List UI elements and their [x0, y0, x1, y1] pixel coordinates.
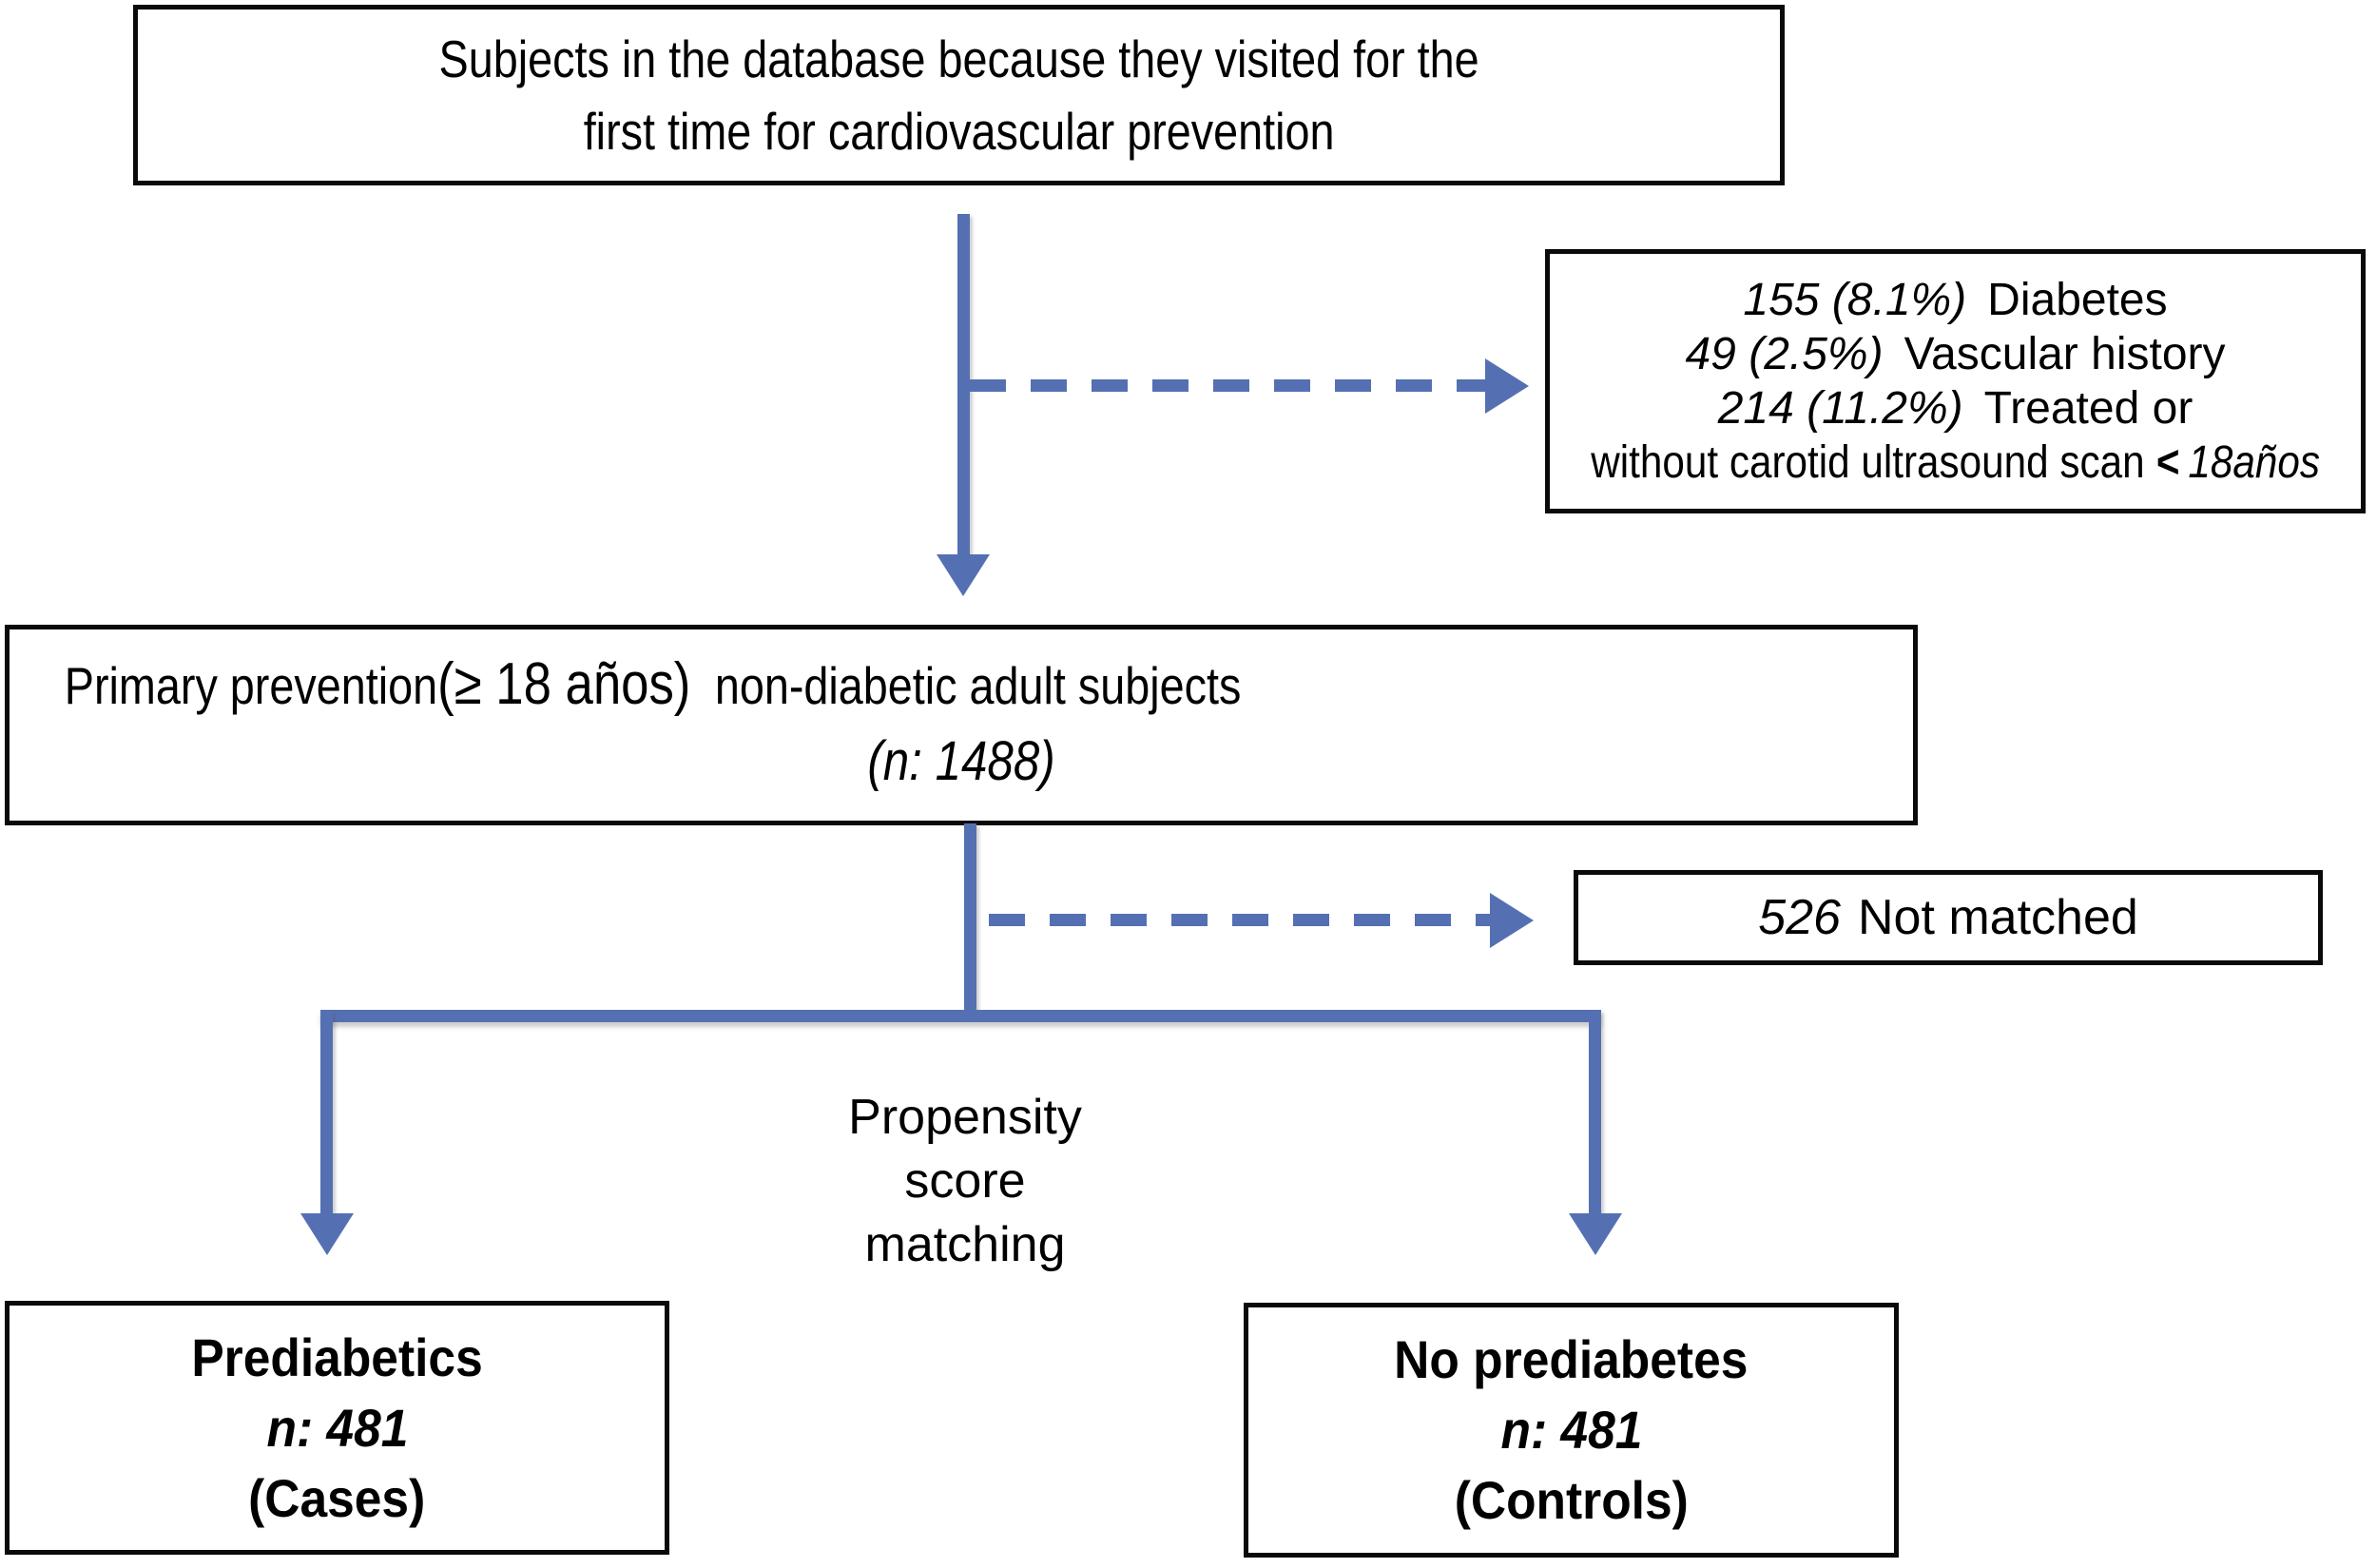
- exclusion-label: Vascular history: [1904, 329, 2226, 379]
- not-matched-count: 526: [1758, 890, 1841, 945]
- primary-box-line1: Primary prevention(≥ 18 años) non-diabeti…: [10, 629, 1628, 716]
- less-than-operator: <: [2155, 437, 2180, 488]
- cases-n-value: n: 481: [266, 1397, 408, 1458]
- exclusion-bottom-text: without carotid ultrasound scan: [1591, 437, 2145, 488]
- exclusion-item: 214 (11.2%) Treated or: [1718, 381, 2193, 436]
- propensity-score-matching-label: Propensity score matching: [848, 1086, 1082, 1277]
- not-matched-box: 526 Not matched: [1574, 870, 2323, 965]
- branch-arrow-right-line: [1589, 1010, 1601, 1215]
- primary-box-n-value: (n: 1488): [867, 730, 1055, 792]
- branch-arrow-left-head-icon: [300, 1213, 354, 1255]
- top-box-subjects: Subjects in the database because they vi…: [133, 5, 1785, 185]
- arrow-top-to-primary-head-icon: [937, 554, 990, 596]
- exclusion-item: 49 (2.5%) Vascular history: [1685, 327, 2225, 381]
- branch-arrow-left-line: [320, 1010, 333, 1215]
- controls-subtitle: (Controls): [1454, 1470, 1689, 1530]
- arrow-primary-to-branch-line: [964, 823, 976, 1016]
- exclusion-age-value: 18años: [2188, 437, 2320, 488]
- exclusion-item: 155 (8.1%) Diabetes: [1743, 273, 2167, 327]
- primary-box-part1: Primary prevention: [64, 656, 438, 715]
- dashed-arrow-not-matched-head-icon: [1490, 893, 1534, 948]
- dashed-arrow-exclusions-line: [970, 379, 1486, 392]
- branch-bar: [320, 1010, 1601, 1022]
- primary-box-age-criterion: (≥ 18 años): [437, 651, 691, 717]
- top-box-line2: first time for cardiovascular prevention: [583, 102, 1335, 161]
- dashed-arrow-not-matched-line: [989, 914, 1491, 926]
- cases-title: Prediabetics: [191, 1326, 483, 1387]
- exclusion-box: 155 (8.1%) Diabetes 49 (2.5%) Vascular his…: [1545, 249, 2366, 513]
- propensity-line1: Propensity: [848, 1090, 1082, 1145]
- controls-box: No prediabetes n: 481 (Controls): [1244, 1303, 1899, 1558]
- exclusion-bottom-line: without carotid ultrasound scan <18años: [1591, 436, 2320, 490]
- dashed-arrow-exclusions-head-icon: [1485, 358, 1529, 414]
- controls-title: No prediabetes: [1394, 1329, 1749, 1389]
- primary-prevention-box: Primary prevention(≥ 18 años) non-diabeti…: [5, 625, 1918, 825]
- controls-n-value: n: 481: [1500, 1400, 1642, 1460]
- propensity-line2: score: [904, 1153, 1026, 1209]
- arrow-top-to-primary-line: [957, 214, 970, 556]
- cases-box: Prediabetics n: 481 (Cases): [5, 1301, 669, 1555]
- exclusion-count: 155 (8.1%): [1743, 275, 1967, 325]
- branch-arrow-right-head-icon: [1569, 1213, 1622, 1255]
- top-box-line1: Subjects in the database because they vi…: [438, 29, 1479, 88]
- not-matched-label: Not matched: [1857, 890, 2138, 945]
- cases-subtitle: (Cases): [248, 1467, 426, 1528]
- exclusion-count: 49 (2.5%): [1685, 329, 1884, 379]
- exclusion-count: 214 (11.2%): [1717, 383, 1963, 434]
- exclusion-label: Treated or: [1983, 383, 2193, 434]
- exclusion-label: Diabetes: [1987, 275, 2168, 325]
- primary-box-part3: non-diabetic adult subjects: [714, 656, 1242, 715]
- propensity-line3: matching: [864, 1217, 1066, 1272]
